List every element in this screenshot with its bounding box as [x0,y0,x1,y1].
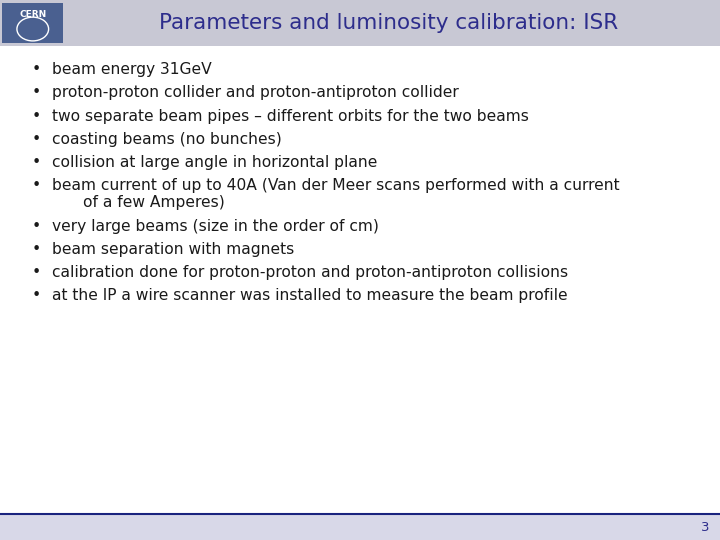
Bar [0,0,720,46]
Text: •: • [32,62,40,77]
Text: 3: 3 [701,521,709,534]
Text: collision at large angle in horizontal plane: collision at large angle in horizontal p… [52,155,377,170]
Text: beam current of up to 40A (Van der Meer scans performed with a current: beam current of up to 40A (Van der Meer … [52,178,619,193]
Text: •: • [32,242,40,257]
Text: at the IP a wire scanner was installed to measure the beam profile: at the IP a wire scanner was installed t… [52,288,567,303]
Text: •: • [32,178,40,193]
Text: Parameters and luminosity calibration: ISR: Parameters and luminosity calibration: I… [159,13,618,33]
Text: •: • [32,155,40,170]
Text: two separate beam pipes – different orbits for the two beams: two separate beam pipes – different orbi… [52,109,528,124]
Text: •: • [32,288,40,303]
Text: calibration done for proton-proton and proton-antiproton collisions: calibration done for proton-proton and p… [52,265,568,280]
Text: CERN: CERN [19,10,46,18]
Text: very large beams (size in the order of cm): very large beams (size in the order of c… [52,219,379,234]
Text: coasting beams (no bunches): coasting beams (no bunches) [52,132,282,147]
Text: proton-proton collider and proton-antiproton collider: proton-proton collider and proton-antipr… [52,85,459,100]
Text: beam energy 31GeV: beam energy 31GeV [52,62,212,77]
Bar [0,514,720,540]
Text: •: • [32,265,40,280]
Bar [0,46,720,514]
Text: beam separation with magnets: beam separation with magnets [52,242,294,257]
Text: of a few Amperes): of a few Amperes) [83,195,225,210]
Text: •: • [32,85,40,100]
Bar [2,3,63,43]
Text: •: • [32,132,40,147]
Text: •: • [32,109,40,124]
Text: •: • [32,219,40,234]
